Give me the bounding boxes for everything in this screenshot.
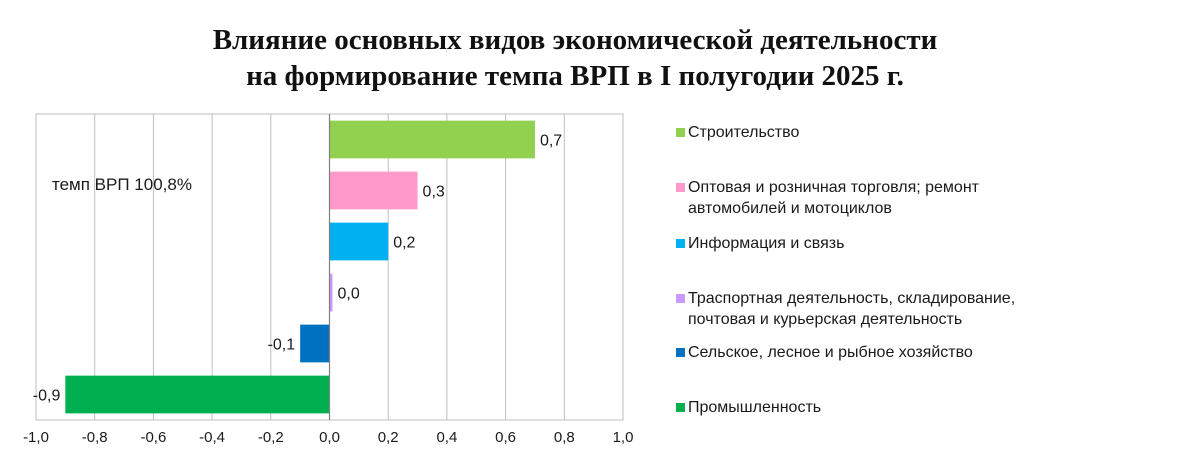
legend-item: Промышленность <box>676 397 821 418</box>
gdp-rate-annotation: темп ВРП 100,8% <box>52 175 192 194</box>
x-tick-label: 0,4 <box>436 429 457 446</box>
chart-title: Влияние основных видов экономической дея… <box>0 22 1150 94</box>
x-tick-label: 0,0 <box>319 429 340 446</box>
bar <box>329 273 333 312</box>
legend-swatch <box>676 294 685 303</box>
x-tick-label: 1,0 <box>613 429 634 446</box>
legend-item: Оптовая и розничная торговля; ремонт авт… <box>676 177 979 219</box>
x-tick-label: -0,4 <box>199 429 225 446</box>
bar <box>329 222 389 261</box>
x-tick-label: -1,0 <box>23 429 49 446</box>
legend-label: Информация и связь <box>688 235 845 252</box>
legend-swatch <box>676 239 685 248</box>
legend-label: Промышленность <box>688 399 822 416</box>
legend-label: Траспортная деятельность, складирование,… <box>688 290 1016 328</box>
x-tick-label: 0,2 <box>378 429 399 446</box>
data-label: -0,9 <box>33 388 61 405</box>
legend-swatch <box>676 128 685 137</box>
legend-swatch <box>676 403 685 412</box>
chart-title-line-1: Влияние основных видов экономической дея… <box>212 24 938 56</box>
bar <box>300 324 330 363</box>
legend-swatch <box>676 183 685 192</box>
x-tick-label: -0,8 <box>82 429 108 446</box>
bar <box>329 171 418 210</box>
chart-title-line-2: на формирование темпа ВРП в I полугодии … <box>246 60 904 92</box>
data-label: -0,1 <box>268 337 296 354</box>
legend-item: Сельское, лесное и рыбное хозяйство <box>676 342 973 363</box>
x-tick-label: -0,6 <box>140 429 166 446</box>
x-tick-label: 0,6 <box>495 429 516 446</box>
chart-legend: Строительство Оптовая и розничная торговл… <box>676 0 1196 463</box>
x-tick-label: -0,2 <box>258 429 284 446</box>
legend-label: Оптовая и розничная торговля; ремонт авт… <box>688 179 979 217</box>
data-label: 0,0 <box>338 286 360 303</box>
legend-item: Строительство <box>676 122 799 143</box>
legend-label: Строительство <box>688 124 800 141</box>
bar <box>329 120 535 159</box>
data-label: 0,7 <box>540 133 562 150</box>
legend-item: Информация и связь <box>676 233 844 254</box>
x-tick-label: 0,8 <box>554 429 575 446</box>
bar <box>65 375 330 414</box>
legend-swatch <box>676 348 685 357</box>
legend-label: Сельское, лесное и рыбное хозяйство <box>688 344 973 361</box>
data-label: 0,2 <box>393 235 415 252</box>
legend-item: Траспортная деятельность, складирование,… <box>676 288 1015 330</box>
data-label: 0,3 <box>423 184 445 201</box>
